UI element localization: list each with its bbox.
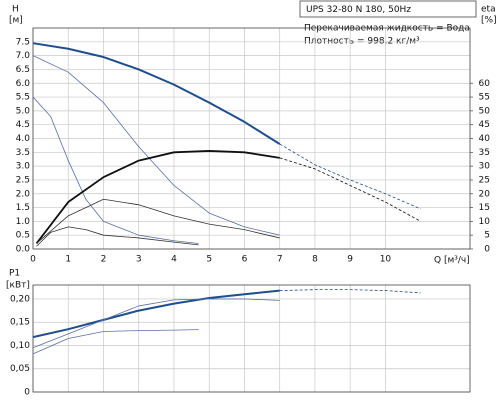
y-tick-label: 0,20 [10,294,30,304]
y2-tick-label: 60 [479,79,491,89]
data-line [279,157,421,222]
data-line [32,96,199,244]
y2-tick-label: 10 [479,217,491,227]
x-tick-label: 7 [277,255,283,265]
y-axis-unit: [м] [9,16,23,26]
y-tick-label: 0.0 [16,245,31,255]
data-line [36,226,199,247]
x-axis-label: Q [м³/ч] [434,256,470,266]
y-tick-label: 0,15 [10,318,30,328]
data-line [32,55,280,236]
x-tick-label: 6 [242,255,248,265]
y-tick-label: 0.5 [16,231,30,241]
y-tick-label: 1.5 [16,203,30,213]
y-tick-label: 5.0 [16,106,31,116]
y-tick-label: 6.0 [16,79,31,89]
plot-frame [32,284,471,393]
y-tick-label: 5.5 [16,93,30,103]
y-tick-label: 2.0 [16,189,31,199]
y2-tick-label: 35 [479,148,490,158]
y-tick-label: 7.0 [16,51,31,61]
data-line [32,42,281,145]
x-tick-label: 1 [65,255,71,265]
y2-tick-label: 40 [479,134,491,144]
data-line [279,143,421,210]
y2-tick-label: 0 [484,245,490,255]
y-tick-label: 1.0 [16,217,31,227]
x-tick-label: 0 [30,255,36,265]
y2-tick-label: 15 [479,203,490,213]
y-axis-label: H [12,5,19,15]
title-box [299,0,477,18]
y2-axis-unit: [%] [481,16,497,26]
y2-tick-label: 55 [479,93,490,103]
plot-frame [32,27,471,250]
x-tick-label: 3 [136,255,142,265]
y2-tick-label: 50 [479,106,491,116]
chart-title: UPS 32-80 N 180, 50Hz [306,5,411,15]
data-line [35,150,280,245]
y2-tick-label: 25 [479,175,490,185]
y-tick-label: 4.5 [16,120,30,130]
y-tick-label: 0 [24,388,30,398]
annotation: Перекачиваемая жидкость = Вода [304,24,470,34]
y2-tick-label: 45 [479,120,490,130]
data-line [32,298,280,349]
x-tick-label: 5 [206,255,212,265]
y-tick-label: 0,10 [10,341,30,351]
data-line [36,198,280,244]
x-tick-label: 4 [171,255,177,265]
y-tick-label: 2.5 [16,175,30,185]
y2-tick-label: 30 [479,162,491,172]
y-tick-label: 4.0 [16,134,31,144]
y2-tick-label: 20 [479,189,491,199]
data-line [32,289,280,339]
y-axis-label: P1 [9,269,20,279]
data-line [279,289,421,294]
x-tick-label: 9 [347,255,353,265]
y-axis-unit: [кВт] [6,281,30,291]
y2-tick-label: 5 [484,231,490,241]
y-tick-label: 7.5 [16,37,30,47]
y-tick-label: 6.5 [16,65,30,75]
y-tick-label: 0,05 [10,364,30,374]
y-tick-label: 3.0 [16,162,31,172]
x-tick-label: 10 [380,255,392,265]
y2-axis-label: eta [481,5,496,15]
data-line [32,329,199,355]
x-tick-label: 8 [312,255,318,265]
y-tick-label: 3.5 [16,148,30,158]
x-tick-label: 2 [101,255,107,265]
